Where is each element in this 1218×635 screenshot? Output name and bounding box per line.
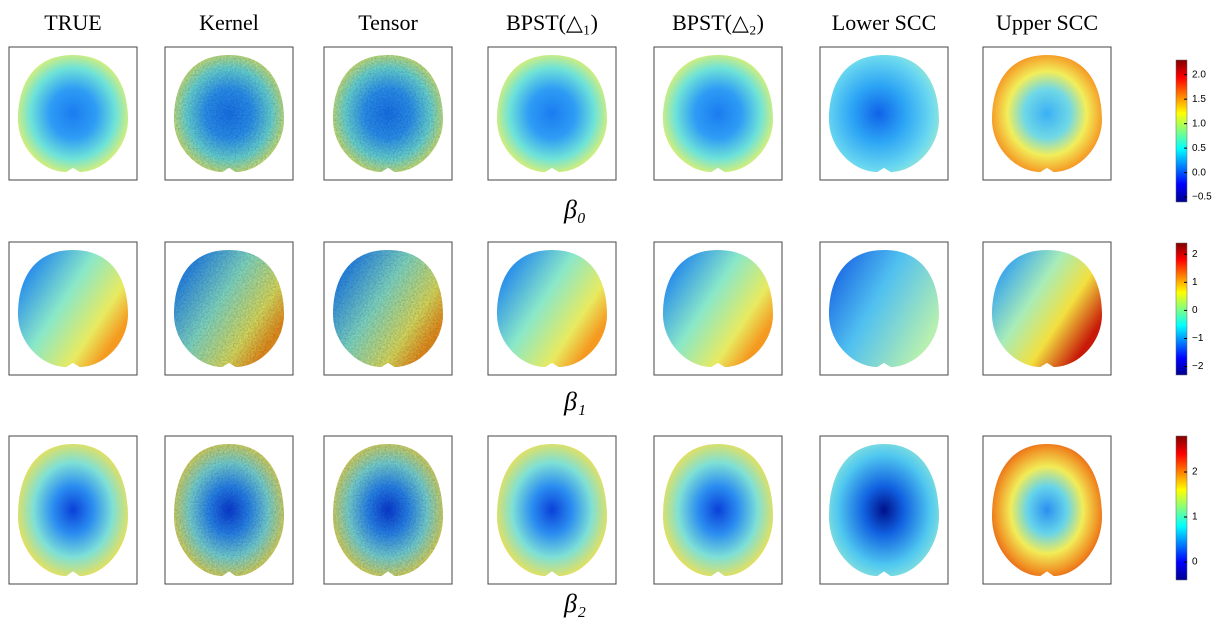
column-header: Tensor — [358, 10, 418, 35]
colorbar-tick-label: 0.5 — [1192, 143, 1206, 154]
heatmap — [992, 444, 1102, 576]
column-header: TRUE — [44, 10, 101, 35]
heatmap — [174, 250, 284, 367]
colorbar — [1175, 242, 1188, 376]
column-header: Kernel — [199, 10, 259, 35]
heatmap — [829, 55, 939, 172]
row-label: β₂ — [563, 589, 586, 618]
colorbar-tick-label: 1.5 — [1192, 94, 1206, 105]
heatmap — [497, 250, 607, 367]
colorbar-tick-label: 0 — [1192, 305, 1198, 316]
heatmap — [497, 444, 607, 576]
colorbar-tick-label: 1 — [1192, 277, 1198, 288]
column-header: Upper SCC — [996, 10, 1098, 35]
heatmap — [333, 250, 443, 367]
colorbar — [1175, 59, 1188, 203]
heatmap — [663, 55, 773, 172]
colorbar-tick-label: 1 — [1192, 512, 1198, 523]
heatmap — [497, 55, 607, 172]
column-header: BPST(△₁) — [506, 10, 598, 35]
heatmap — [663, 444, 773, 576]
heatmap — [18, 250, 128, 367]
heatmap — [829, 250, 939, 367]
heatmap — [174, 444, 284, 576]
row-label: β₀ — [563, 195, 586, 224]
heatmap — [829, 444, 939, 576]
colorbar — [1175, 435, 1188, 581]
heatmap — [333, 444, 443, 576]
colorbar-tick-label: 2.0 — [1192, 69, 1206, 80]
colorbar-tick-label: 1.0 — [1192, 118, 1206, 129]
panels: β₀ 2.0 1.5 1.0 0.5 0.0 −0.5 β₁ 2 1 0 −1 −2 β₂ 2 1 0 — [8, 46, 1212, 618]
heatmap — [663, 250, 773, 367]
column-header: Lower SCC — [832, 10, 937, 35]
colorbar-tick-label: 0.0 — [1192, 167, 1206, 178]
column-header: BPST(△₂) — [672, 10, 764, 35]
heatmap — [992, 55, 1102, 172]
colorbar-tick-label: 2 — [1192, 467, 1198, 478]
heatmap — [18, 55, 128, 172]
heatmap — [174, 55, 284, 172]
heatmap — [333, 55, 443, 172]
column-headers: TRUE Kernel Tensor BPST(△₁) BPST(△₂) Lower SC… — [44, 10, 1098, 35]
colorbar-tick-label: −2 — [1192, 361, 1204, 372]
heatmap — [18, 444, 128, 576]
colorbar-tick-label: −1 — [1192, 333, 1204, 344]
colorbar-tick-label: −0.5 — [1192, 192, 1212, 203]
heatmap — [992, 250, 1102, 367]
row-label: β₁ — [563, 387, 586, 416]
colorbar-tick-label: 2 — [1192, 249, 1198, 260]
colorbar-tick-label: 0 — [1192, 557, 1198, 568]
